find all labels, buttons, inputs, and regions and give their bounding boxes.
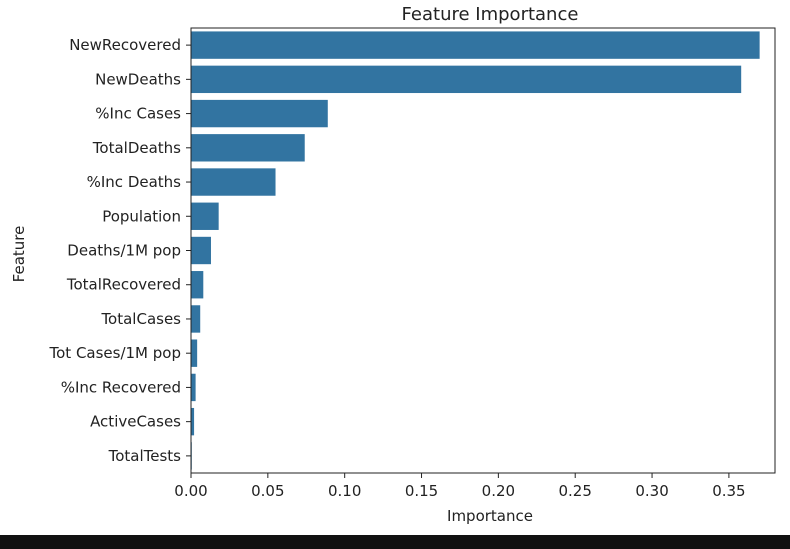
- bar-6: [191, 236, 211, 265]
- feature-importance-chart: Feature Importance NewRecovered NewDeaths…: [10, 4, 776, 525]
- y-tick-labels: NewRecovered NewDeaths %Inc Cases TotalDeat…: [49, 36, 191, 465]
- y-tick-label-0: NewRecovered: [69, 36, 181, 54]
- bar-7: [191, 271, 204, 299]
- y-tick-label-12: TotalTests: [108, 447, 182, 465]
- y-tick-label-1: NewDeaths: [95, 70, 181, 88]
- x-tick-label-4: 0.20: [482, 482, 515, 500]
- bar-2: [191, 99, 328, 128]
- y-tick-label-9: Tot Cases/1M pop: [49, 344, 182, 362]
- bar-9: [191, 339, 198, 367]
- x-tick-label-5: 0.25: [559, 482, 592, 500]
- bar-5: [191, 202, 219, 230]
- x-tick-label-7: 0.35: [712, 482, 745, 500]
- y-tick-label-8: TotalCases: [100, 310, 181, 328]
- x-tick-label-2: 0.10: [328, 482, 361, 500]
- chart-title: Feature Importance: [402, 4, 579, 25]
- y-tick-label-5: Population: [102, 207, 181, 225]
- y-tick-label-6: Deaths/1M pop: [67, 242, 181, 260]
- x-ticks: 0.00 0.05 0.10 0.15 0.20 0.25 0.30 0.35: [174, 473, 746, 500]
- bar-11: [191, 407, 195, 436]
- y-tick-label-11: ActiveCases: [90, 413, 181, 431]
- bar-4: [191, 168, 276, 196]
- bar-0: [191, 31, 760, 59]
- y-axis-label: Feature: [10, 226, 28, 283]
- x-tick-label-3: 0.15: [405, 482, 438, 500]
- bar-8: [191, 305, 201, 333]
- y-tick-label-4: %Inc Deaths: [87, 173, 182, 191]
- x-tick-label-0: 0.00: [174, 482, 207, 500]
- bar-1: [191, 65, 742, 94]
- y-tick-label-10: %Inc Recovered: [61, 378, 181, 396]
- bar-10: [191, 373, 196, 402]
- plot-frame: [190, 27, 776, 474]
- x-axis-label: Importance: [447, 507, 533, 525]
- bar-3: [191, 134, 305, 162]
- bottom-strip: [0, 535, 790, 549]
- x-tick-label-6: 0.30: [635, 482, 668, 500]
- bars-group: [191, 31, 760, 470]
- y-tick-label-7: TotalRecovered: [66, 276, 181, 294]
- x-tick-label-1: 0.05: [251, 482, 284, 500]
- y-tick-label-2: %Inc Cases: [95, 105, 181, 123]
- y-tick-label-3: TotalDeaths: [92, 139, 181, 157]
